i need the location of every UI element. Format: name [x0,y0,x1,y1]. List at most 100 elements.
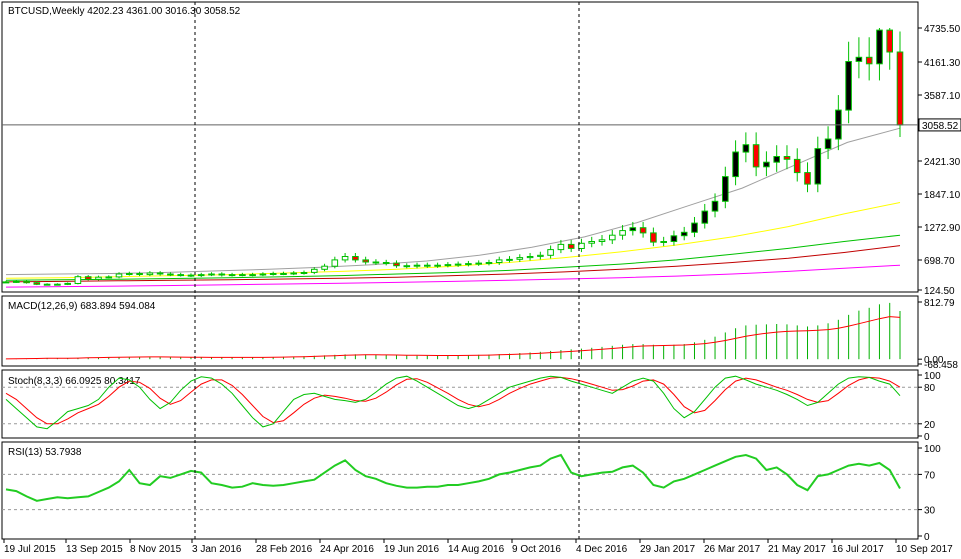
rsi-line [5,453,901,502]
price-tick-label: 2421.30 [924,157,961,168]
candle-body [495,259,503,263]
price-tick-label: 698.70 [924,256,955,267]
moving-average-line [5,127,901,276]
candle-body [23,280,30,284]
candle-body [321,265,328,270]
candle-body [876,29,883,65]
price-tick-label: 124.50 [924,286,955,297]
candle-body [691,222,698,233]
candle-body [670,235,678,243]
candle-body [465,263,472,266]
candle-body [403,265,411,268]
candles [2,28,904,286]
candle-body [290,272,297,275]
candle-body [845,61,852,111]
candle-body [197,274,205,277]
candle-body [547,249,554,256]
candle-body [506,258,513,261]
price-tick-label: 4735.50 [924,24,961,35]
candle-body [619,230,626,236]
stoch-tick-label: 20 [924,420,936,431]
candle-body [896,51,904,126]
candle-body [228,274,236,277]
candle-body [64,282,72,285]
candle-body [413,264,421,267]
candle-body [424,264,431,267]
candle-body [567,243,575,249]
candle-body [485,262,493,264]
candle-body [650,232,657,243]
price-tick-label: 1272.90 [924,223,961,234]
candle-body [393,262,400,267]
candle-body [814,148,822,185]
candle-body [454,263,462,266]
time-tick-label: 10 Sep 2017 [896,544,953,555]
macd-pane-frame [1,295,919,367]
candle-body [74,276,82,285]
chart-title: BTCUSD,Weekly 4202.23 4361.00 3016.30 30… [8,6,241,17]
candle-body [249,274,256,277]
candle-body [146,272,154,276]
price-tick-label: 1847.10 [924,190,961,201]
time-tick-label: 19 Jun 2016 [384,544,439,555]
candle-body [722,176,729,202]
candle-body [167,273,174,276]
candle-body [824,138,832,150]
stoch-tick-label: 80 [924,383,936,394]
candle-body [126,273,133,275]
macd-signal-line [5,316,901,360]
candle-body [865,56,873,65]
rsi-axis: 100 70 30 0 [2,444,941,543]
time-tick-label: 21 May 2017 [768,544,826,555]
time-tick-label: 29 Jan 2017 [640,544,695,555]
candle-body [362,259,369,263]
candle-body [742,144,750,153]
rsi-tick-label: 0 [924,532,930,543]
candle-body [13,280,20,283]
candle-body [886,29,894,53]
candle-body [352,256,359,261]
macd-pane[interactable]: MACD(12,26,9) 683.894 594.084 812.79 0.00… [1,295,958,371]
time-tick-label: 4 Dec 2016 [576,544,628,555]
stoch-d-line [5,376,901,425]
stoch-k-line [5,375,901,430]
candle-body [341,256,349,261]
stoch-tick-label: 0 [924,432,930,443]
candle-body [526,256,534,259]
moving-average-line [5,234,901,281]
rsi-pane[interactable]: RSI(13) 53.7938 100 70 30 0 [1,441,941,543]
price-tick-label: 3587.10 [924,91,961,102]
current-price-value: 3058.52 [922,121,959,132]
moving-average-line [5,245,901,283]
candle-body [84,276,92,280]
rsi-tick-label: 30 [924,506,936,517]
candle-body [629,227,637,232]
rsi-pane-frame [1,441,919,540]
candle-body [804,172,811,185]
candle-body [136,273,143,275]
time-axis: 19 Jul 2015 13 Sep 2015 8 Nov 2015 3 Jan 20… [3,539,953,555]
candle-body [2,281,10,284]
candle-body [43,283,51,286]
moving-averages [5,127,901,288]
candle-body [382,262,390,264]
candle-body [639,227,647,234]
price-tick-label: 4161.30 [924,58,961,69]
candle-body [177,274,184,277]
macd-tick-label: 0.00 [924,355,944,366]
rsi-tick-label: 70 [924,470,936,481]
candle-body [105,276,113,279]
candle-body [855,56,863,62]
candle-body [537,254,544,257]
candle-body [434,264,441,267]
candle-body [701,210,709,224]
price-pane[interactable]: BTCUSD,Weekly 4202.23 4361.00 3016.30 30… [1,1,961,297]
moving-average-line [5,264,901,288]
time-tick-label: 13 Sep 2015 [66,544,123,555]
macd-label: MACD(12,26,9) 683.894 594.084 [8,301,156,312]
candle-body [156,272,164,275]
stoch-label: Stoch(8,3,3) 66.0925 80.3417 [8,376,141,387]
